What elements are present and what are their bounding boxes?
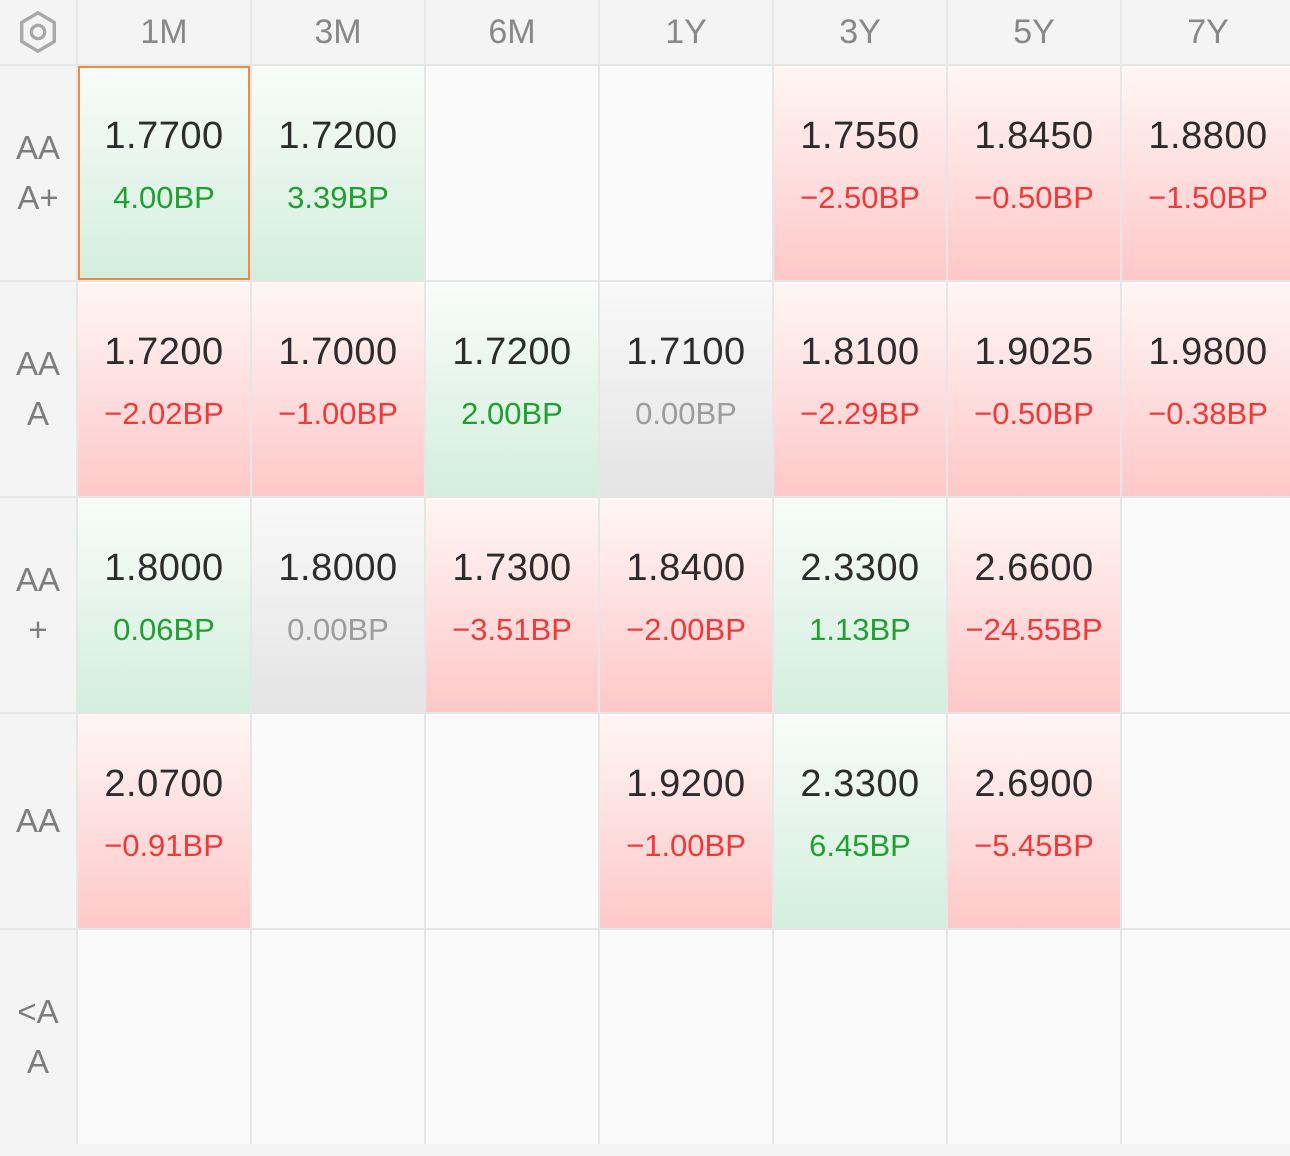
rate-cell[interactable]: 1.7200 −2.02BP [78,282,250,496]
rate-change: −0.50BP [974,179,1094,215]
rate-cell[interactable]: 1.7000 −1.00BP [252,282,424,496]
rate-cell[interactable] [78,930,250,1144]
rate-value: 1.8800 [1148,114,1268,157]
rate-cell[interactable]: 1.7200 3.39BP [252,66,424,280]
rate-value: 2.6600 [974,546,1094,589]
rate-change: −2.50BP [800,179,920,215]
rate-value: 1.7100 [626,330,746,373]
rate-change: −1.00BP [626,827,746,863]
rate-change: −2.00BP [626,611,746,647]
rate-cell[interactable] [426,66,598,280]
rate-cell[interactable]: 1.8000 0.06BP [78,498,250,712]
rate-cell[interactable]: 1.8800 −1.50BP [1122,66,1290,280]
rate-value: 1.7300 [452,546,572,589]
column-header-7y[interactable]: 7Y [1122,0,1290,64]
rate-change: 1.13BP [809,611,911,647]
row-header-label: <AA [17,993,59,1080]
rate-cell[interactable]: 2.6600 −24.55BP [948,498,1120,712]
column-header-1m[interactable]: 1M [78,0,250,64]
row-header[interactable]: AAA [0,282,76,496]
rate-change: −1.00BP [278,395,398,431]
rate-change: −24.55BP [965,611,1103,647]
rate-value: 1.8450 [974,114,1094,157]
rate-cell[interactable] [252,930,424,1144]
column-header-3m[interactable]: 3M [252,0,424,64]
rate-cell[interactable]: 1.7700 4.00BP [78,66,250,280]
rate-change: 3.39BP [287,179,389,215]
rate-value: 1.8000 [278,546,398,589]
rate-change: −3.51BP [452,611,572,647]
rate-cell[interactable]: 1.7100 0.00BP [600,282,772,496]
rate-value: 2.0700 [104,762,224,805]
column-header-1y[interactable]: 1Y [600,0,772,64]
rate-cell[interactable] [600,930,772,1144]
rate-change: −0.38BP [1148,395,1268,431]
column-header-5y[interactable]: 5Y [948,0,1120,64]
rate-change: −2.29BP [800,395,920,431]
rate-cell[interactable] [252,714,424,928]
rate-value: 2.3300 [800,762,920,805]
row-header[interactable]: AAA+ [0,66,76,280]
rate-cell[interactable]: 2.3300 6.45BP [774,714,946,928]
rate-change: −5.45BP [974,827,1094,863]
row-header-label: AAA [15,345,61,432]
rate-value: 1.8000 [104,546,224,589]
rate-cell[interactable]: 1.9800 −0.38BP [1122,282,1290,496]
rate-change: 2.00BP [461,395,563,431]
rate-cell[interactable]: 1.7550 −2.50BP [774,66,946,280]
rate-change: −0.91BP [104,827,224,863]
rate-change: 0.00BP [287,611,389,647]
row-header[interactable]: AA+ [0,498,76,712]
rate-cell[interactable]: 2.6900 −5.45BP [948,714,1120,928]
rate-cell[interactable]: 1.8100 −2.29BP [774,282,946,496]
rate-value: 1.9800 [1148,330,1268,373]
rate-value: 1.7550 [800,114,920,157]
rate-value: 1.7700 [104,114,224,157]
rate-value: 1.7000 [278,330,398,373]
column-header-3y[interactable]: 3Y [774,0,946,64]
rate-cell[interactable]: 1.7200 2.00BP [426,282,598,496]
rate-change: −1.50BP [1148,179,1268,215]
rate-change: 0.06BP [113,611,215,647]
rate-cell[interactable]: 1.8450 −0.50BP [948,66,1120,280]
column-header-6m[interactable]: 6M [426,0,598,64]
rate-value: 2.3300 [800,546,920,589]
settings-button[interactable] [0,0,76,64]
rate-value: 1.9200 [626,762,746,805]
row-header-label: AAA+ [15,129,61,216]
row-header-label: AA+ [15,561,61,648]
rate-cell[interactable] [1122,714,1290,928]
rate-value: 1.8400 [626,546,746,589]
rate-cell[interactable]: 1.9200 −1.00BP [600,714,772,928]
rate-cell[interactable]: 2.0700 −0.91BP [78,714,250,928]
rate-cell[interactable] [1122,930,1290,1144]
rate-change: −0.50BP [974,395,1094,431]
rate-value: 1.9025 [974,330,1094,373]
rate-value: 1.7200 [104,330,224,373]
rate-change: 4.00BP [113,179,215,215]
rate-cell[interactable]: 1.7300 −3.51BP [426,498,598,712]
rate-change: 6.45BP [809,827,911,863]
rate-cell[interactable] [948,930,1120,1144]
rate-change: 0.00BP [635,395,737,431]
rate-cell[interactable]: 1.8400 −2.00BP [600,498,772,712]
rate-value: 1.7200 [452,330,572,373]
rate-change: −2.02BP [104,395,224,431]
row-header-label: AA [15,802,61,839]
rate-cell[interactable] [426,930,598,1144]
row-header[interactable]: AA [0,714,76,928]
rate-cell[interactable] [600,66,772,280]
rate-cell[interactable]: 2.3300 1.13BP [774,498,946,712]
rate-cell[interactable] [1122,498,1290,712]
rate-cell[interactable]: 1.9025 −0.50BP [948,282,1120,496]
rate-value: 1.7200 [278,114,398,157]
rate-cell[interactable] [774,930,946,1144]
rate-cell[interactable]: 1.8000 0.00BP [252,498,424,712]
hexagon-settings-icon [20,11,56,53]
row-header[interactable]: <AA [0,930,76,1144]
rate-cell[interactable] [426,714,598,928]
rate-value: 2.6900 [974,762,1094,805]
rate-value: 1.8100 [800,330,920,373]
